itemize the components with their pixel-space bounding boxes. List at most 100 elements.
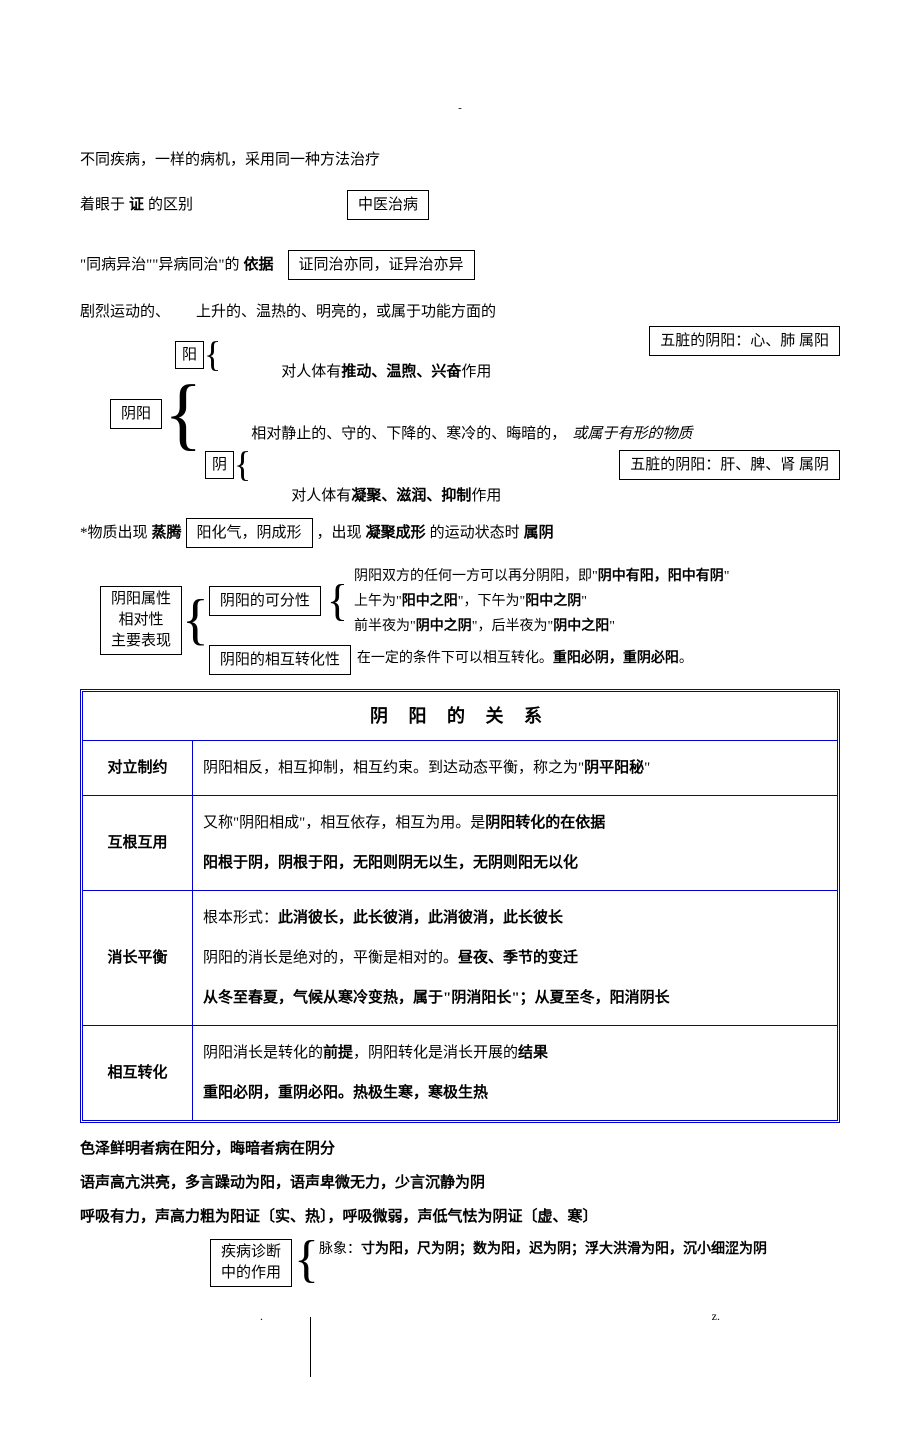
text: 前半夜为"	[354, 619, 416, 634]
text-bold: 阴平阳秘	[584, 760, 644, 776]
text-italic: 或属于有形的物质	[572, 422, 692, 446]
text-bold: 结果	[518, 1045, 548, 1061]
matter-box: 阳化气，阴成形	[186, 518, 313, 548]
text-bold: 重阳必阴，重阴必阳	[553, 651, 679, 666]
text: 中的作用	[221, 1263, 281, 1284]
text: 的运动状态时	[430, 521, 520, 545]
text: "，后半夜为"	[472, 619, 553, 634]
table-row: 相互转化 阴阳消长是转化的前提，阴阳转化是消长开展的结果 重阳必阴，重阴必阳。热…	[83, 1026, 837, 1120]
yinyang-box: 阴阳	[110, 399, 162, 429]
text: 阴阳双方的任何一方可以再分阴阳，即"	[354, 569, 598, 584]
yang-box: 阳	[175, 341, 204, 369]
text-bold: 此消彼长，此长彼消，此消彼消，此长彼长	[278, 910, 563, 926]
line-3: "同病异治""异病同治"的依据 证同治亦同，证异治亦异	[80, 250, 840, 280]
yang-line1: 剧烈运动的、 上升的、温热的、明亮的，或属于功能方面的	[80, 300, 840, 324]
text-bold: 昼夜、季节的变迁	[458, 950, 578, 966]
table-row: 互根互用 又称"阴阳相成"，相互依存，相互为用。是阴阳转化的在依据 阳根于阴，阴…	[83, 796, 837, 891]
text: 对人体有	[281, 364, 341, 380]
text: 作用	[471, 488, 501, 504]
text: ，阴阳转化是消长开展的	[353, 1045, 518, 1061]
div-row: 阴阳的可分性 { 阴阳双方的任何一方可以再分阴阳，即"阴中有阳，阳中有阴" 上午…	[209, 566, 730, 637]
text: 的区别	[148, 193, 193, 217]
attr-box: 阴阳属性 相对性 主要表现	[100, 586, 182, 655]
row-content: 又称"阴阳相成"，相互依存，相互为用。是阴阳转化的在依据 阳根于阴，阴根于阳，无…	[193, 796, 837, 890]
text-bold: 阳中之阳	[402, 594, 458, 609]
tail-line	[80, 1317, 840, 1377]
trans-row: 阴阳的相互转化性 在一定的条件下可以相互转化。重阳必阴，重阴必阳。	[209, 645, 730, 675]
text-bold: 凝聚、滋润、抑制	[351, 488, 471, 504]
text-bold: 证	[129, 193, 144, 217]
text-bold: 前提	[323, 1045, 353, 1061]
trans-text: 在一定的条件下可以相互转化。重阳必阴，重阴必阳。	[357, 648, 693, 670]
text: "	[644, 760, 650, 776]
text: 上午为"	[354, 594, 402, 609]
text: 疾病诊断	[221, 1242, 281, 1263]
table-row: 对立制约 阴阳相反，相互抑制，相互约束。到达动态平衡，称之为"阴平阳秘"	[83, 741, 837, 796]
text: 。	[679, 651, 693, 666]
brace-icon: {	[234, 448, 251, 480]
div-l1: 阴阳双方的任何一方可以再分阴阳，即"阴中有阳，阳中有阴"	[354, 566, 729, 587]
brace-icon: {	[327, 581, 348, 621]
vertical-line-icon	[310, 1317, 311, 1377]
text: 脉象：	[319, 1242, 361, 1257]
line-1: 不同疾病，一样的病机，采用同一种方法治疗	[80, 148, 840, 172]
row-label: 互根互用	[83, 796, 193, 890]
text: 作用	[461, 364, 491, 380]
text: "	[581, 594, 587, 609]
text: 在一定的条件下可以相互转化。	[357, 651, 553, 666]
row-content: 阴阳相反，相互抑制，相互约束。到达动态平衡，称之为"阴平阳秘"	[193, 741, 837, 795]
relation-table: 阴 阳 的 关 系 对立制约 阴阳相反，相互抑制，相互约束。到达动态平衡，称之为…	[80, 689, 840, 1124]
text-bold: 蒸腾	[152, 521, 182, 545]
five-yin-wrap: 五脏的阴阳：肝、脾、肾 属阴	[619, 450, 840, 480]
text: "同病异治""异病同治"的	[80, 253, 240, 277]
text: 相对性	[111, 610, 171, 631]
text-bold: 凝聚成形	[366, 521, 426, 545]
text: "	[609, 619, 615, 634]
text: 主要表现	[111, 631, 171, 652]
text-bold: 阴中有阳，阳中有阴	[598, 569, 724, 584]
brace-icon: {	[182, 598, 209, 643]
yin-line1: 相对静止的、守的、下降的、寒冷的、晦暗的，或属于有形的物质	[251, 422, 840, 446]
text-bold: 推动、温煦、兴奋	[341, 364, 461, 380]
foot-dot: .	[260, 1307, 263, 1326]
text: 根本形式：	[203, 910, 278, 926]
text-bold: 寸为阳，尺为阴；数为阳，迟为阴；浮大洪滑为阳，沉小细涩为阴	[361, 1242, 767, 1257]
text: 上升的、温热的、明亮的，或属于功能方面的	[196, 300, 496, 324]
text-bold: 重阳必阴，重阴必阳。热极生寒，寒极生热	[203, 1078, 827, 1108]
five-yin-box: 五脏的阴阳：肝、脾、肾 属阴	[619, 450, 840, 480]
text-bold: 阳根于阴，阴根于阳，无阳则阴无以生，无阴则阳无以化	[203, 848, 827, 878]
yang-effect: 对人体有推动、温煦、兴奋作用	[281, 360, 840, 384]
line-2: 着眼于证的区别 中医治病	[80, 190, 840, 220]
div-l3: 前半夜为"阴中之阴"，后半夜为"阴中之阳"	[354, 616, 729, 637]
pulse-line: 脉象：寸为阳，尺为阴；数为阳，迟为阴；浮大洪滑为阳，沉小细涩为阴	[319, 1239, 840, 1261]
matter-line: *物质出现蒸腾 阳化气，阴成形 ，出现凝聚成形的运动状态时属阴	[80, 518, 840, 548]
text: ，出现	[317, 521, 362, 545]
text: *物质出现	[80, 521, 148, 545]
row-label: 消长平衡	[83, 891, 193, 1025]
box-basis: 证同治亦同，证异治亦异	[288, 250, 475, 280]
text-bold: 阳中之阴	[525, 594, 581, 609]
row-label: 相互转化	[83, 1026, 193, 1120]
text-bold: 阴中之阴	[416, 619, 472, 634]
text-bold: 阴中之阳	[553, 619, 609, 634]
text: 阴阳相反，相互抑制，相互约束。到达动态平衡，称之为"	[203, 760, 584, 776]
attr-block: 阴阳属性 相对性 主要表现 { 阴阳的可分性 { 阴阳双方的任何一方可以再分阴阳…	[80, 566, 840, 675]
text-bold: 从冬至春夏，气候从寒冷变热，属于"阴消阳长"；从夏至冬，阳消阴长	[203, 983, 827, 1013]
row-content: 阴阳消长是转化的前提，阴阳转化是消长开展的结果 重阳必阴，重阴必阳。热极生寒，寒…	[193, 1026, 837, 1120]
diag-block: 疾病诊断 中的作用 { 脉象：寸为阳，尺为阴；数为阳，迟为阴；浮大洪滑为阳，沉小…	[80, 1239, 840, 1287]
relation-title: 阴 阳 的 关 系	[83, 692, 837, 742]
five-yang-box: 五脏的阴阳：心、肺 属阳	[649, 326, 840, 356]
text: "	[724, 569, 730, 584]
brace-icon: {	[204, 338, 221, 370]
diag-box: 疾病诊断 中的作用	[210, 1239, 292, 1287]
text: 着眼于	[80, 193, 125, 217]
brace-icon: {	[164, 390, 202, 438]
brace-icon: {	[294, 1239, 319, 1281]
foot-z: z.	[712, 1307, 720, 1326]
text: 对人体有	[291, 488, 351, 504]
diag-1: 色泽鲜明者病在阳分，晦暗者病在阴分	[80, 1137, 840, 1161]
row-label: 对立制约	[83, 741, 193, 795]
diag-3: 呼吸有力，声高力粗为阳证〔实、热〕，呼吸微弱，声低气怯为阴证〔虚、寒〕	[80, 1205, 840, 1229]
text-bold: 依据	[244, 253, 274, 277]
text: 阴阳的消长是绝对的，平衡是相对的。	[203, 950, 458, 966]
